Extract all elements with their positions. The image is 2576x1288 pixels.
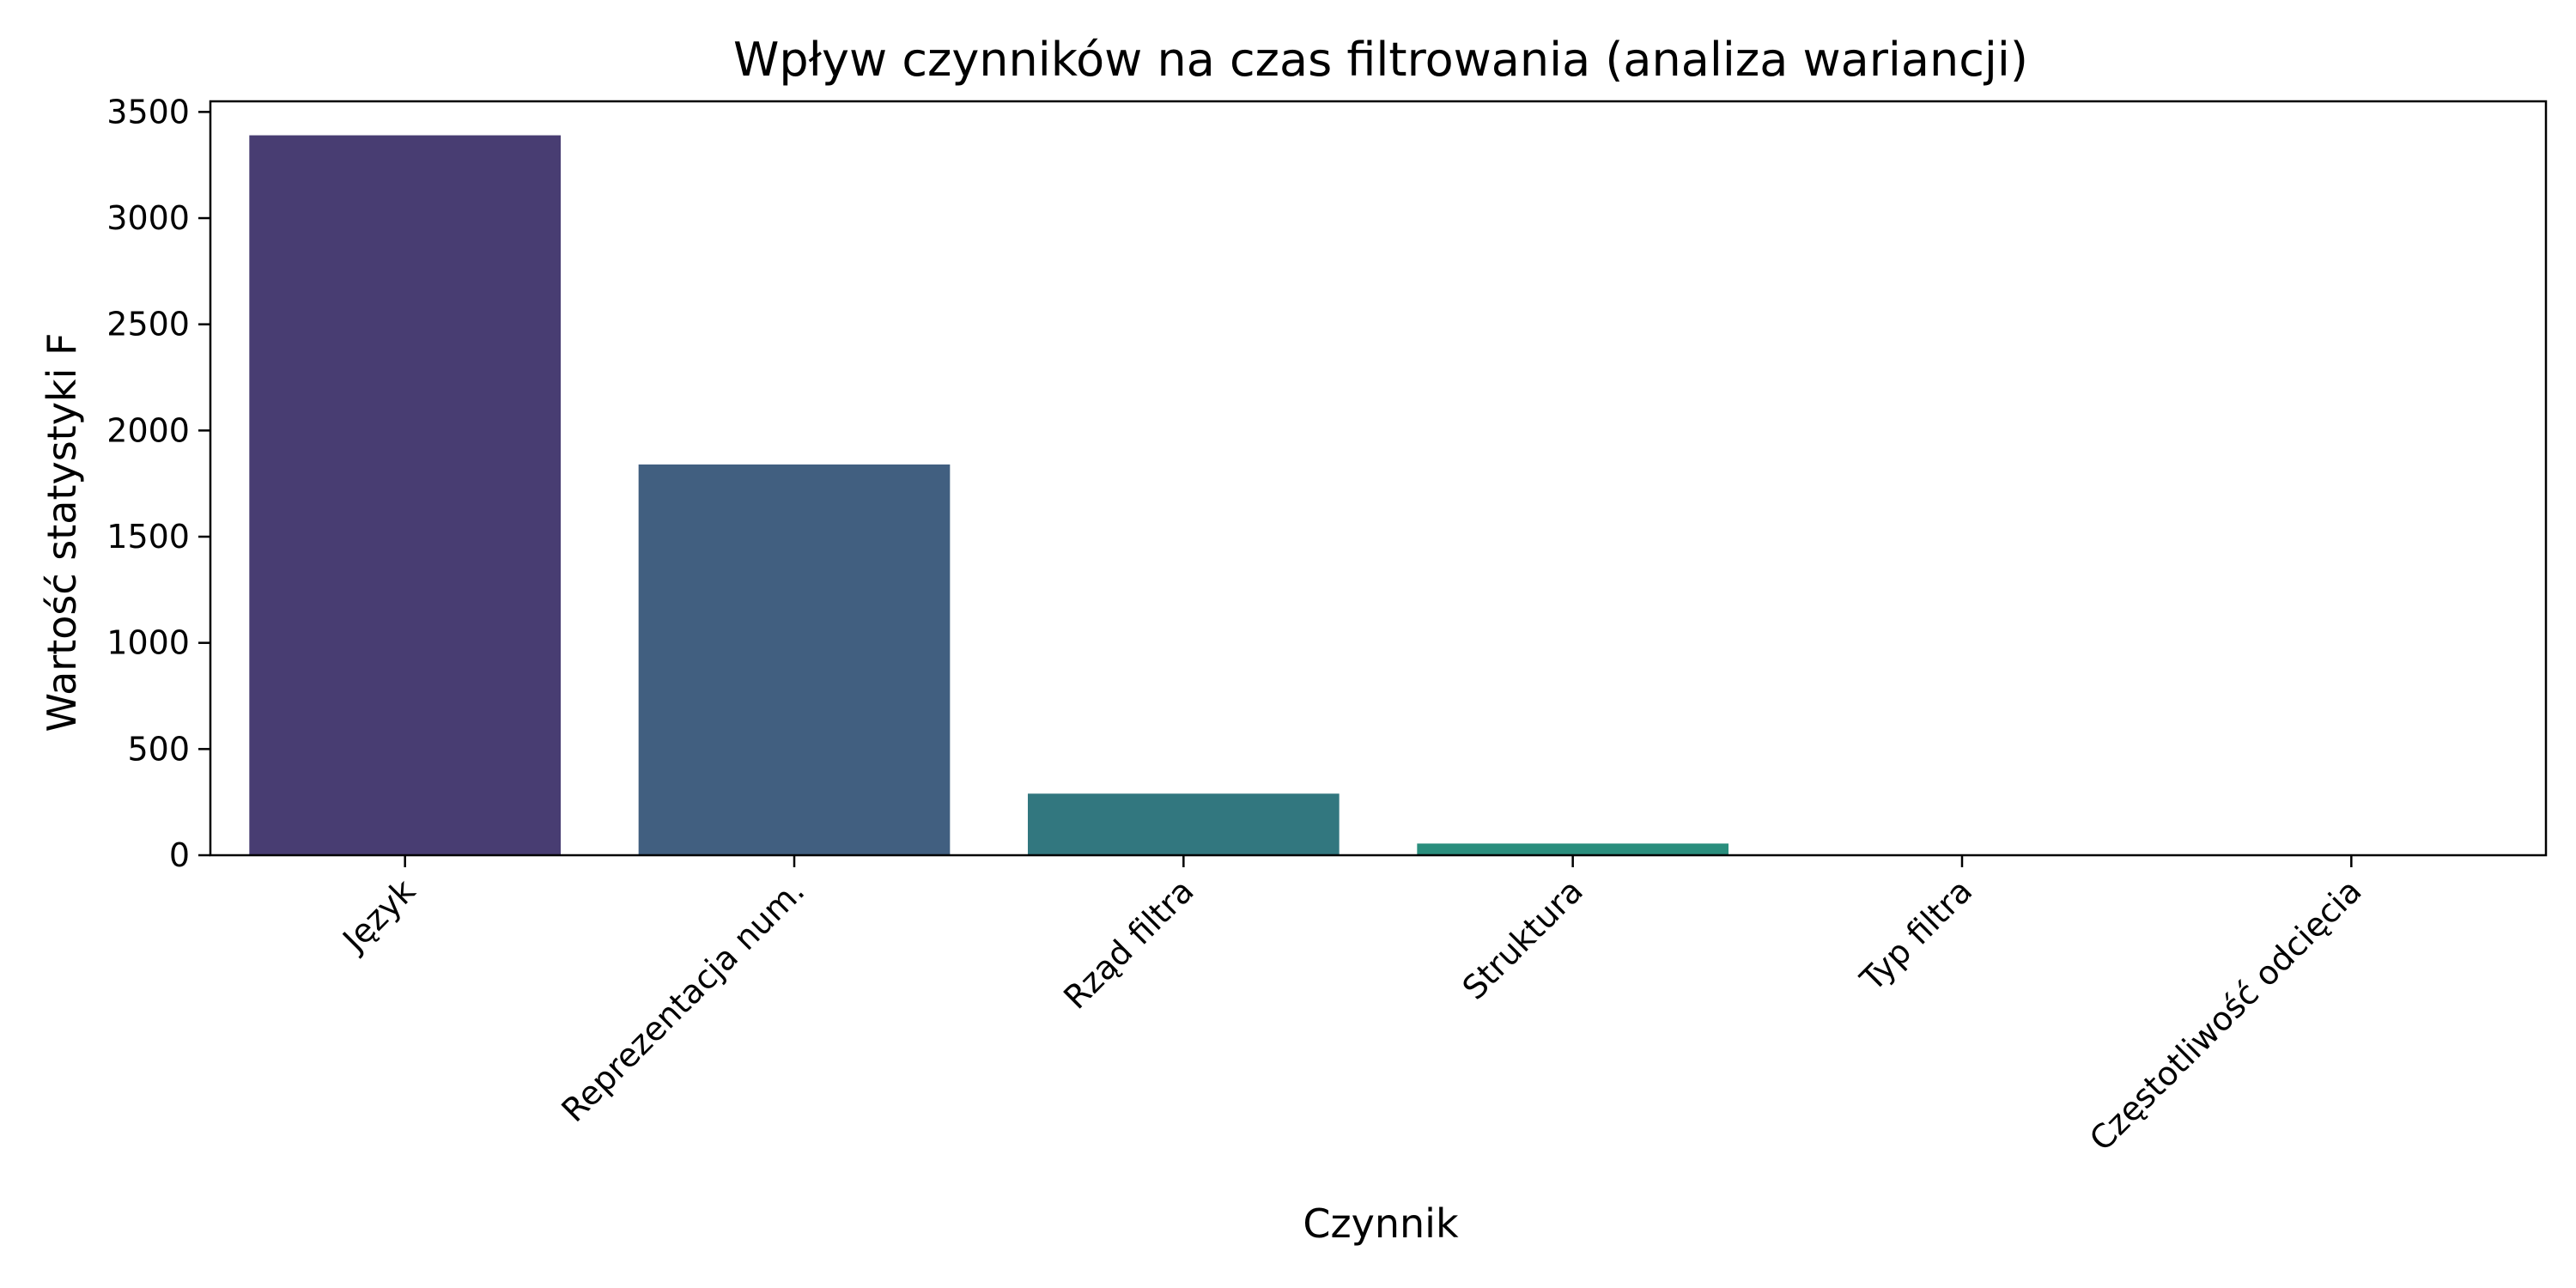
x-tick-label: Struktura	[1455, 872, 1590, 1006]
x-axis-label: Czynnik	[1303, 1200, 1459, 1247]
x-tick-label: Częstotliwość odcięcia	[2082, 872, 2369, 1158]
bars-group	[249, 135, 2507, 855]
y-tick-label: 1500	[106, 518, 190, 556]
x-tick-label: Rząd filtra	[1056, 872, 1200, 1016]
plot-frame	[209, 100, 2548, 857]
x-axis-ticks: Język Reprezentacja num. Rząd filtra Strukt…	[334, 855, 2369, 1158]
y-tick-label: 2000	[106, 411, 190, 449]
y-tick-label: 0	[169, 836, 190, 874]
x-tick-label: Reprezentacja num.	[555, 872, 812, 1129]
y-tick-label: 3500	[106, 93, 190, 131]
chart-title: Wpływ czynników na czas filtrowania (ana…	[733, 33, 2028, 87]
bar-4	[1417, 843, 1728, 855]
x-tick-label: Język	[334, 872, 422, 960]
y-tick-label: 3000	[106, 199, 190, 237]
y-tick-label: 500	[127, 730, 190, 768]
bar-3	[1028, 793, 1340, 855]
y-axis-ticks: 0 500 1000 1500 2000 2500 3000 3500	[106, 93, 210, 874]
x-tick-label: Typ filtra	[1852, 872, 1979, 999]
y-axis-label: Wartość statystyki F	[39, 333, 85, 732]
bar-2	[638, 464, 951, 855]
y-tick-label: 2500	[106, 306, 190, 343]
y-tick-label: 1000	[106, 624, 190, 662]
bar-1	[249, 135, 561, 855]
